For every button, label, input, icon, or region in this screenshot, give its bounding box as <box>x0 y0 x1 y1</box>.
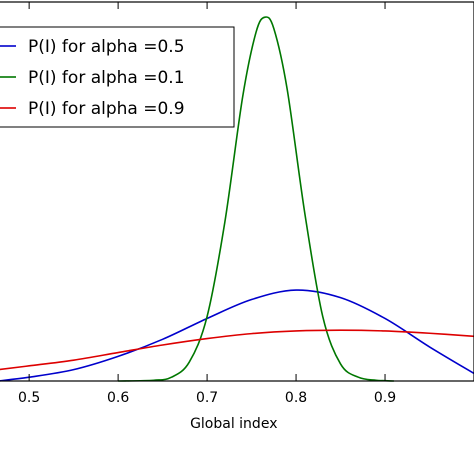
plot-lines <box>0 16 474 382</box>
series-line-2 <box>118 16 394 382</box>
x-tick-label: 0.9 <box>374 390 396 406</box>
series-line-3 <box>0 329 474 371</box>
legend-box <box>0 26 235 128</box>
x-axis-ticks: 0.5 0.6 0.7 0.8 0.9 <box>18 2 396 406</box>
legend-label-2: P(I) for alpha =0.1 <box>28 68 185 88</box>
legend-items: P(I) for alpha =0.5 P(I) for alpha =0.1 P(… <box>0 37 185 119</box>
x-tick-label: 0.6 <box>107 390 129 406</box>
legend-label-1: P(I) for alpha =0.5 <box>28 37 185 57</box>
x-axis-title: Global index <box>190 416 277 432</box>
legend: P(I) for alpha =0.5 P(I) for alpha =0.1 P(… <box>0 26 235 128</box>
x-tick-label: 0.8 <box>285 390 307 406</box>
plot-frame <box>0 1 474 382</box>
series-line-1 <box>0 289 474 382</box>
legend-label-3: P(I) for alpha =0.9 <box>28 99 185 119</box>
x-tick-label: 0.5 <box>18 390 40 406</box>
x-tick-label: 0.7 <box>196 390 218 406</box>
